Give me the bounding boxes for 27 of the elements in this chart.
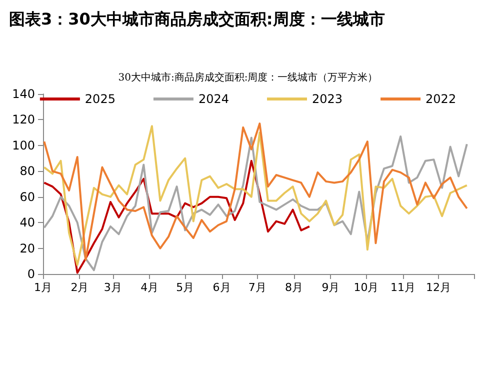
chart-title: 图表3：30大中城市商品房成交面积:周度：一线城市	[9, 10, 385, 28]
x-tick-label: 2月	[70, 281, 89, 294]
x-tick-label: 12月	[426, 281, 451, 294]
x-tick-label: 3月	[104, 281, 122, 294]
y-tick-label: 80	[20, 164, 35, 178]
y-tick-label: 60	[20, 190, 35, 204]
y-tick-label: 100	[12, 138, 35, 152]
y-tick-label: 140	[12, 87, 35, 101]
x-tick-label: 5月	[176, 281, 194, 294]
x-tick-label: 7月	[248, 281, 266, 294]
y-tick-label: 40	[20, 216, 35, 230]
x-tick-label: 10月	[354, 281, 379, 294]
legend-label: 2023	[312, 92, 343, 106]
y-tick-label: 20	[20, 241, 35, 256]
x-tick-label: 6月	[212, 281, 231, 294]
y-tick-label: 0	[27, 267, 35, 281]
legend-label: 2022	[426, 92, 456, 106]
x-tick-label: 11月	[390, 281, 416, 294]
chart-subtitle: 30大中城市:商品房成交面积:周度：一线城市（万平方米）	[118, 72, 378, 84]
y-tick-label: 120	[12, 112, 35, 127]
line-series	[43, 160, 310, 274]
legend-label: 2024	[198, 92, 230, 106]
x-tick-label: 4月	[140, 281, 159, 294]
x-tick-label: 9月	[322, 281, 340, 294]
legend-label: 2025	[84, 92, 116, 106]
x-tick-label: 1月	[34, 281, 52, 294]
x-tick-label: 8月	[285, 281, 304, 294]
